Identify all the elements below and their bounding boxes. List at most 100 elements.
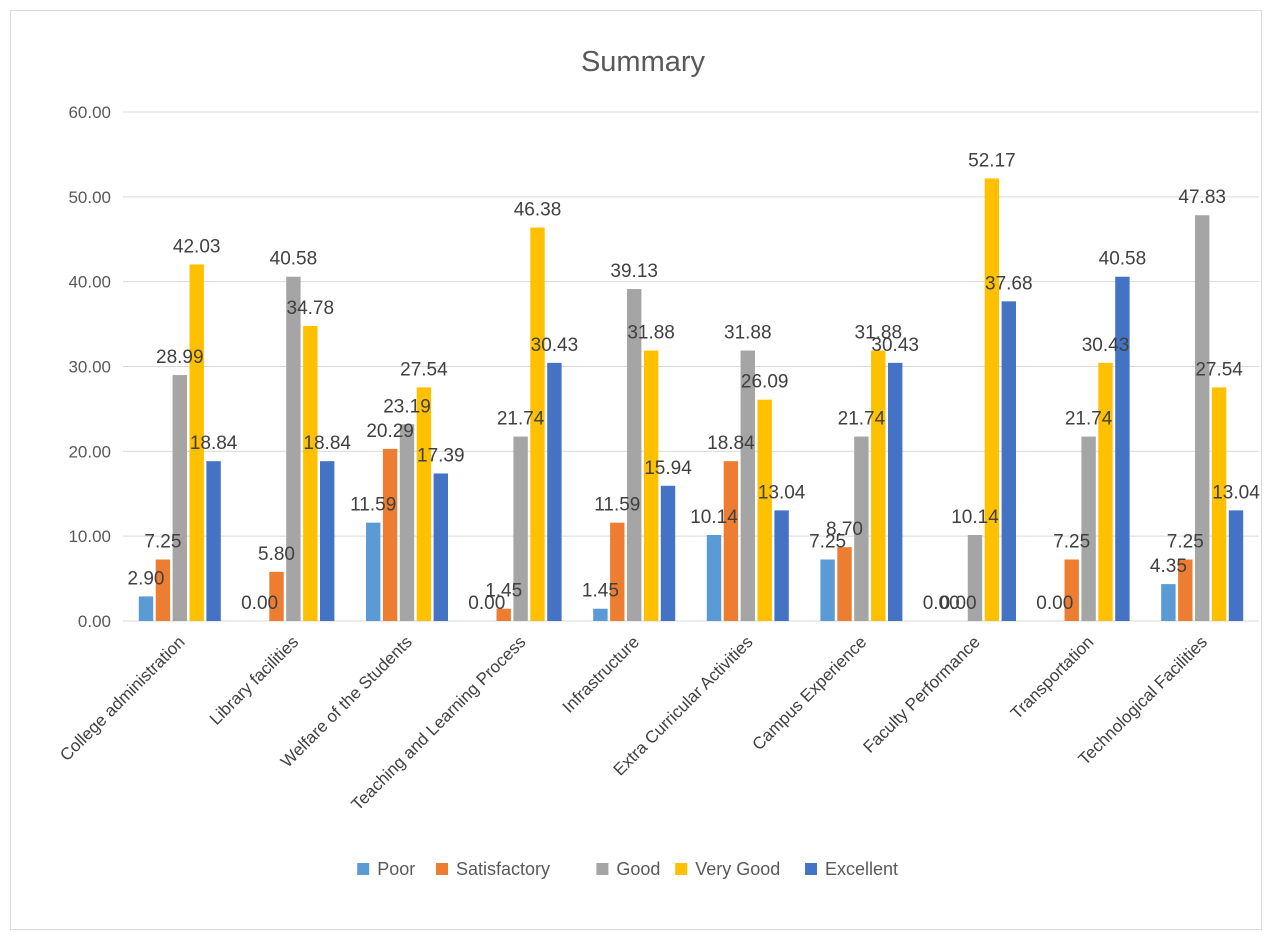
bar-very-good — [1098, 362, 1113, 621]
bar-very-good — [871, 350, 886, 621]
data-label: 0.00 — [241, 593, 278, 614]
category-label: Transportation — [1007, 632, 1097, 722]
bar-very-good — [189, 264, 204, 621]
data-label: 13.04 — [758, 482, 806, 503]
data-label: 10.14 — [690, 507, 738, 528]
bar-poor — [593, 608, 608, 621]
legend-label: Satisfactory — [456, 859, 550, 879]
data-label: 30.43 — [1082, 335, 1130, 356]
data-label: 18.84 — [707, 433, 755, 454]
data-label: 23.19 — [383, 396, 431, 417]
bar-satisfactory — [837, 547, 852, 621]
data-label: 0.00 — [468, 593, 505, 614]
bar-very-good — [984, 178, 1000, 621]
bar-good — [172, 375, 187, 621]
legend-label: Excellent — [825, 859, 898, 879]
bar-poor — [1161, 584, 1176, 621]
data-label: 30.43 — [531, 335, 579, 356]
data-label: 28.99 — [156, 347, 204, 368]
bar-satisfactory — [382, 448, 398, 621]
y-tick-label: 60.00 — [68, 103, 111, 122]
data-label: 8.70 — [826, 519, 863, 540]
data-label: 47.83 — [1178, 187, 1226, 208]
data-label: 7.25 — [1167, 531, 1204, 552]
category-label: Library facilities — [206, 632, 302, 728]
data-label: 0.00 — [940, 593, 977, 614]
bar-good — [1081, 436, 1096, 621]
bar-very-good — [757, 399, 772, 621]
bar-very-good — [303, 325, 318, 621]
bars — [138, 178, 1244, 621]
data-label: 0.00 — [1036, 593, 1073, 614]
bar-excellent — [1228, 510, 1244, 621]
bar-good — [740, 350, 755, 621]
y-tick-label: 50.00 — [68, 188, 111, 207]
data-label: 11.59 — [594, 495, 640, 516]
data-label: 0.00 — [923, 593, 960, 614]
data-label: 20.29 — [366, 421, 414, 442]
data-label: 1.45 — [485, 581, 522, 602]
data-label: 17.39 — [417, 445, 465, 466]
data-label: 15.94 — [644, 458, 692, 479]
data-label: 27.54 — [1195, 359, 1243, 380]
category-label: Campus Experience — [749, 632, 871, 754]
data-label: 37.68 — [985, 273, 1033, 294]
legend-swatch — [596, 863, 609, 875]
bar-excellent — [1001, 301, 1016, 621]
bar-very-good — [530, 227, 545, 621]
legend-label: Good — [616, 859, 660, 879]
bar-excellent — [888, 362, 903, 621]
chart-area: Summary 0.00 10.00 20.00 30.00 40.00 50.00 60.… — [10, 10, 1262, 930]
bar-good — [967, 534, 983, 621]
bar-satisfactory — [723, 461, 739, 621]
bar-excellent — [1115, 276, 1130, 621]
bar-good — [399, 424, 415, 621]
data-label: 18.84 — [190, 433, 238, 454]
bar-very-good — [643, 350, 659, 621]
data-label: 10.14 — [951, 507, 999, 528]
bar-very-good — [1211, 387, 1227, 621]
data-label: 21.74 — [497, 409, 545, 430]
bar-poor — [138, 596, 154, 621]
data-label: 2.90 — [128, 568, 165, 589]
y-tick-label: 20.00 — [68, 442, 111, 461]
legend-swatch — [436, 863, 448, 875]
data-label: 7.25 — [1053, 531, 1090, 552]
legend-swatch — [357, 863, 370, 875]
bar-excellent — [547, 362, 562, 621]
legend-label: Poor — [377, 859, 415, 879]
bar-satisfactory — [269, 571, 284, 621]
data-label: 31.88 — [627, 323, 675, 344]
y-tick-label: 30.00 — [68, 358, 111, 377]
legend: Poor Satisfactory Good Very Good Excellent — [357, 859, 898, 879]
data-label: 5.80 — [258, 544, 295, 565]
chart-title: Summary — [581, 46, 706, 78]
data-label: 1.45 — [582, 581, 619, 602]
legend-label: Very Good — [695, 859, 780, 879]
bar-excellent — [660, 485, 676, 621]
category-label: Infrastructure — [559, 632, 643, 716]
data-label: 4.35 — [1150, 556, 1187, 577]
data-label: 40.58 — [270, 249, 318, 270]
y-tick-label: 0.00 — [78, 612, 111, 631]
data-label: 13.04 — [1212, 482, 1260, 503]
x-axis-categories: College administration Library facilities… — [56, 632, 1211, 814]
data-label: 34.78 — [287, 298, 335, 319]
data-label: 31.88 — [724, 323, 772, 344]
bar-good — [1195, 215, 1210, 621]
data-label: 52.17 — [968, 150, 1016, 171]
category-label: Faculty Performance — [859, 632, 983, 756]
data-label: 21.74 — [1065, 409, 1113, 430]
bar-good — [513, 436, 528, 621]
legend-swatch — [675, 863, 688, 875]
data-label: 39.13 — [610, 261, 658, 282]
data-label: 27.54 — [400, 359, 448, 380]
category-label: College administration — [56, 632, 188, 764]
bar-poor — [820, 559, 835, 621]
bar-satisfactory — [155, 559, 171, 621]
bar-satisfactory — [496, 608, 511, 621]
data-label: 31.88 — [855, 323, 903, 344]
y-axis-ticks: 0.00 10.00 20.00 30.00 40.00 50.00 60.00 — [68, 103, 111, 631]
data-label: 30.43 — [871, 335, 919, 356]
bar-satisfactory — [1178, 559, 1193, 621]
